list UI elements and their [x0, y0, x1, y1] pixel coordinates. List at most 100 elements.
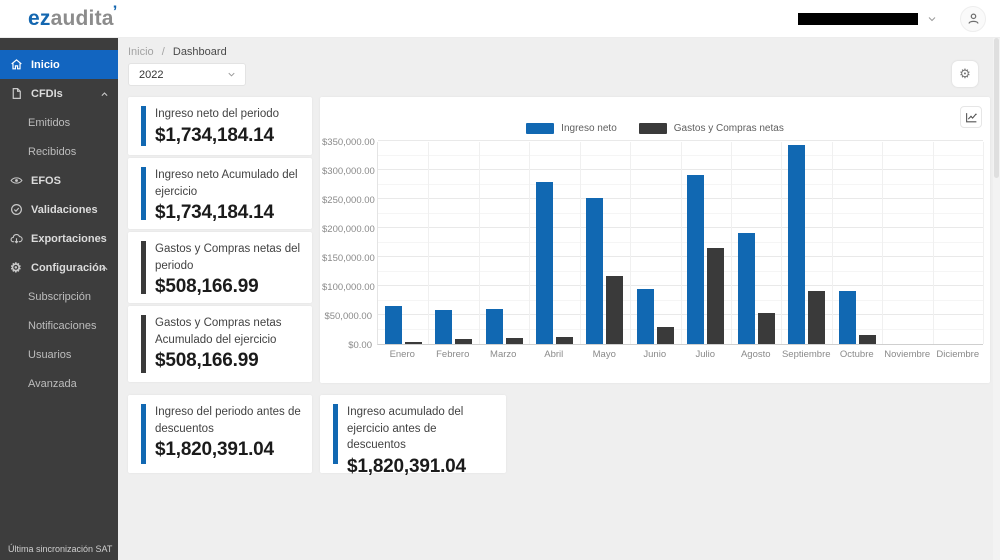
x-axis-tick-label: Julio — [695, 349, 716, 360]
y-axis-tick-label: $350,000.00 — [322, 137, 375, 148]
stat-card-label: Gastos y Compras netas Acumulado del eje… — [155, 317, 282, 346]
breadcrumb-inicio[interactable]: Inicio — [128, 46, 154, 58]
sidebar-item-efos[interactable]: EFOS — [0, 166, 118, 195]
gridline — [730, 142, 732, 344]
sidebar-item-inicio[interactable]: Inicio — [0, 50, 118, 79]
sidebar-item-usuarios[interactable]: Usuarios — [0, 340, 118, 369]
dashboard-settings-button[interactable]: ⚙ — [952, 61, 978, 87]
stat-card: Ingreso neto Acumulado del ejercicio $1,7… — [128, 158, 312, 229]
x-axis-tick-label: Noviembre — [884, 349, 931, 360]
chart-bar-group-junio — [630, 142, 680, 344]
x-axis-tick-label: Octubre — [839, 349, 874, 360]
scrollbar-track[interactable] — [993, 38, 1000, 560]
chart-bar[interactable] — [455, 339, 473, 344]
chevron-down-icon — [226, 69, 237, 80]
stat-card-value: $508,166.99 — [155, 276, 259, 298]
chart-card: Ingreso neto Gastos y Compras netas Enero… — [320, 97, 990, 383]
x-axis-tick-label: Febrero — [436, 349, 470, 360]
chart-bar-group-abril — [529, 142, 579, 344]
sidebar-item-subscripcion[interactable]: Subscripción — [0, 282, 118, 311]
chart-bar[interactable] — [505, 338, 523, 344]
sidebar-item-label: Validaciones — [31, 203, 98, 216]
stat-card: Ingreso del periodo antes de descuentos $… — [128, 395, 312, 473]
stat-card: Gastos y Compras netas Acumulado del eje… — [128, 306, 312, 382]
app-logo[interactable]: ezaudita’ — [28, 3, 118, 31]
year-select-value: 2022 — [139, 68, 164, 81]
chart-bar-group-mayo — [580, 142, 630, 344]
chart-bar[interactable] — [707, 248, 725, 344]
home-icon — [10, 58, 23, 71]
account-menu[interactable] — [798, 5, 986, 32]
stat-card-column: Ingreso neto del periodo $1,734,184.14 Ing… — [128, 97, 312, 382]
stat-card-accent-bar — [141, 315, 146, 373]
chart-bar[interactable] — [687, 175, 705, 344]
gridline — [478, 142, 480, 344]
chart-bar[interactable] — [404, 342, 422, 344]
sidebar-item-label: Recibidos — [28, 145, 77, 158]
gridline — [378, 140, 983, 141]
stat-card-accent-bar — [141, 167, 146, 220]
chart-bar[interactable] — [838, 290, 856, 344]
chart-bar[interactable] — [788, 145, 806, 344]
x-axis-tick-label: Abril — [544, 349, 564, 360]
y-axis-tick-label: $0.00 — [348, 340, 372, 351]
chart-bar[interactable] — [636, 288, 654, 344]
stat-card-accent-bar — [141, 106, 146, 146]
logo-accent-mark: ’ — [112, 1, 118, 21]
chart-bar[interactable] — [737, 232, 755, 344]
check-circle-icon — [10, 203, 23, 216]
chart-bar-group-enero — [378, 142, 428, 344]
chevron-down-icon — [926, 13, 938, 25]
gridline — [932, 142, 934, 344]
gridline — [630, 142, 632, 344]
x-axis-tick-label: Agosto — [740, 349, 771, 360]
logo-text-secondary: audita — [50, 6, 114, 30]
legend-label: Gastos y Compras netas — [673, 123, 784, 134]
gridline — [529, 142, 531, 344]
sidebar: Inicio CFDIs Emitidos Recibidos EFOS Validaci… — [0, 38, 118, 560]
chart-bar[interactable] — [606, 275, 624, 344]
gear-icon: ⚙ — [10, 260, 22, 275]
x-axis-tick-label: Diciembre — [936, 349, 980, 360]
chart-bar[interactable] — [757, 313, 775, 344]
sidebar-item-avanzada[interactable]: Avanzada — [0, 369, 118, 398]
x-axis-tick-label: Junio — [643, 349, 667, 360]
chart-bar[interactable] — [586, 198, 604, 344]
chart-bar[interactable] — [656, 326, 674, 344]
sidebar-item-configuracion[interactable]: ⚙ Configuración — [0, 253, 118, 282]
chart-bar[interactable] — [384, 306, 402, 344]
document-icon — [10, 87, 23, 100]
sidebar-item-notificaciones[interactable]: Notificaciones — [0, 311, 118, 340]
chart-bar[interactable] — [485, 308, 503, 344]
chart-bar-group-septiembre — [781, 142, 831, 344]
sidebar-item-validaciones[interactable]: Validaciones — [0, 195, 118, 224]
stat-card-accent-bar — [141, 241, 146, 294]
legend-item[interactable]: Ingreso neto — [526, 123, 617, 134]
scrollbar-thumb[interactable] — [994, 38, 999, 178]
sidebar-item-exportaciones[interactable]: Exportaciones — [0, 224, 118, 253]
chart-bar[interactable] — [808, 291, 826, 344]
chart-bar[interactable] — [535, 182, 553, 344]
gear-icon: ⚙ — [959, 66, 971, 81]
breadcrumb-dashboard: Dashboard — [172, 46, 227, 58]
chart-x-axis: Enero Febrero Marzo Abril Mayo Junio Julio Agos… — [377, 349, 983, 360]
legend-label: Ingreso neto — [561, 123, 617, 134]
chevron-up-icon — [100, 264, 109, 276]
sidebar-item-recibidos[interactable]: Recibidos — [0, 137, 118, 166]
year-select[interactable]: 2022 — [128, 63, 246, 86]
sidebar-item-label: Configuración — [31, 261, 106, 274]
user-avatar-button[interactable] — [960, 5, 986, 32]
account-name-redacted — [798, 12, 918, 25]
sidebar-item-cfdis[interactable]: CFDIs — [0, 79, 118, 108]
sidebar-item-label: EFOS — [31, 174, 61, 187]
stat-card-label: Ingreso acumulado del ejercicio antes de… — [347, 406, 464, 452]
sidebar-item-emitidos[interactable]: Emitidos — [0, 108, 118, 137]
chart-type-button[interactable] — [960, 106, 982, 128]
legend-item[interactable]: Gastos y Compras netas — [638, 123, 784, 134]
chart-bar[interactable] — [555, 336, 573, 344]
chart-bar[interactable] — [435, 310, 453, 344]
stat-card-label: Ingreso neto del periodo — [155, 108, 280, 120]
chart-bar[interactable] — [858, 334, 876, 344]
stat-card: Gastos y Compras netas del periodo $508,1… — [128, 232, 312, 303]
